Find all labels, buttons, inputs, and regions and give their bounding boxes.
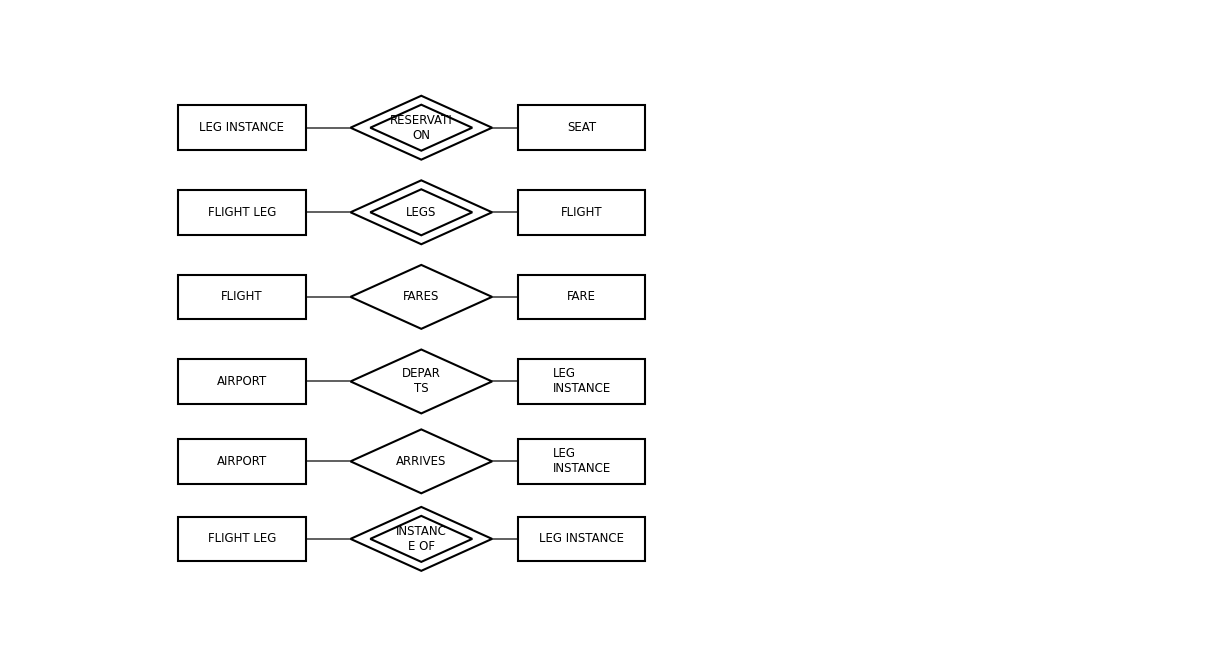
Text: SEAT: SEAT bbox=[568, 121, 597, 135]
Text: AIRPORT: AIRPORT bbox=[217, 375, 267, 388]
Polygon shape bbox=[351, 430, 492, 493]
Polygon shape bbox=[370, 189, 473, 235]
Text: RESERVATI
ON: RESERVATI ON bbox=[390, 114, 453, 142]
Bar bbox=[178, 359, 306, 404]
Bar bbox=[518, 190, 646, 234]
Text: FLIGHT: FLIGHT bbox=[222, 291, 263, 304]
Text: FLIGHT LEG: FLIGHT LEG bbox=[208, 532, 276, 545]
Polygon shape bbox=[370, 104, 473, 151]
Polygon shape bbox=[370, 516, 473, 562]
Text: FLIGHT LEG: FLIGHT LEG bbox=[208, 206, 276, 219]
Bar bbox=[518, 105, 646, 150]
Polygon shape bbox=[351, 349, 492, 413]
Text: FARE: FARE bbox=[568, 291, 597, 304]
Text: AIRPORT: AIRPORT bbox=[217, 455, 267, 468]
Bar bbox=[178, 190, 306, 234]
Bar bbox=[518, 274, 646, 319]
Text: LEGS: LEGS bbox=[406, 206, 436, 219]
Text: DEPAR
TS: DEPAR TS bbox=[402, 368, 441, 396]
Polygon shape bbox=[351, 507, 492, 571]
Text: LEG
INSTANCE: LEG INSTANCE bbox=[553, 447, 611, 475]
Text: FARES: FARES bbox=[403, 291, 440, 304]
Bar bbox=[518, 439, 646, 484]
Bar bbox=[518, 517, 646, 561]
Text: LEG INSTANCE: LEG INSTANCE bbox=[540, 532, 625, 545]
Polygon shape bbox=[351, 96, 492, 159]
Text: ARRIVES: ARRIVES bbox=[396, 455, 447, 468]
Polygon shape bbox=[351, 180, 492, 244]
Bar bbox=[178, 517, 306, 561]
Text: INSTANC
E OF: INSTANC E OF bbox=[396, 525, 447, 553]
Text: LEG INSTANCE: LEG INSTANCE bbox=[200, 121, 285, 135]
Text: FLIGHT: FLIGHT bbox=[561, 206, 603, 219]
Bar bbox=[178, 274, 306, 319]
Bar bbox=[178, 105, 306, 150]
Bar bbox=[518, 359, 646, 404]
Bar bbox=[178, 439, 306, 484]
Polygon shape bbox=[351, 265, 492, 329]
Text: LEG
INSTANCE: LEG INSTANCE bbox=[553, 368, 611, 396]
